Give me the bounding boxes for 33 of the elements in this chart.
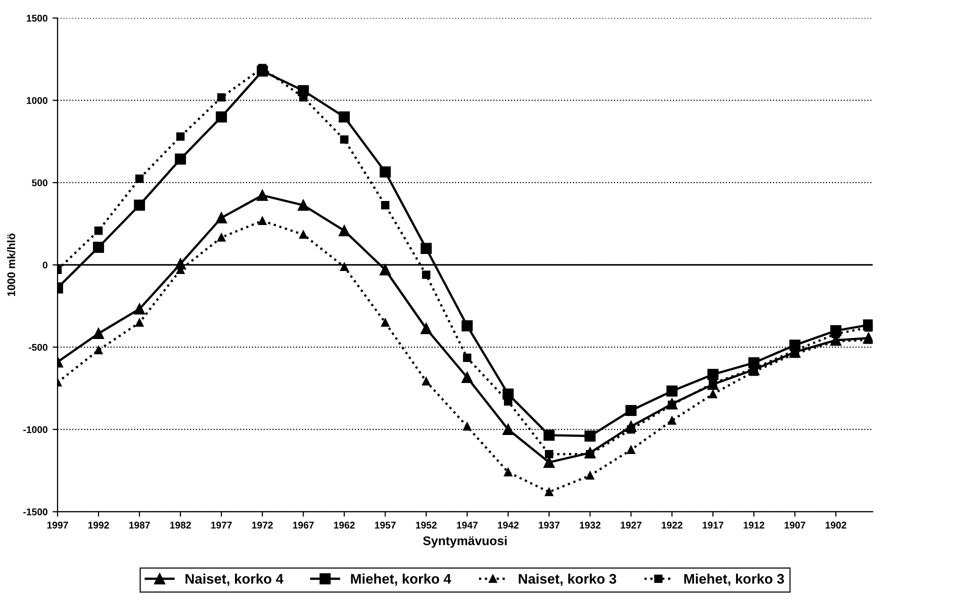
y-tick-label: -1500 <box>23 508 48 516</box>
legend-label: Naiset, korko 3 <box>518 574 616 586</box>
y-tick-label: 1000 <box>26 97 48 104</box>
x-tick-label: 1937 <box>538 522 560 529</box>
y-axis-title: 1000 mk/hlö <box>7 234 16 296</box>
x-tick-label: 1952 <box>416 522 437 529</box>
x-tick-label: 1932 <box>580 522 600 529</box>
x-tick-label: 1907 <box>784 522 806 529</box>
legend-label: Miehet, korko 4 <box>351 574 452 586</box>
x-tick-label: 1982 <box>170 522 191 529</box>
x-tick-label: 1922 <box>662 522 682 529</box>
x-tick-label: 1927 <box>620 522 642 529</box>
legend-label: Naiset, korko 4 <box>186 574 284 586</box>
x-tick-label: 1997 <box>47 522 68 529</box>
x-tick-label: 1917 <box>702 522 724 529</box>
x-tick-label: 1957 <box>375 522 396 529</box>
legend-label: Miehet, korko 3 <box>684 574 784 586</box>
y-tick-label: -1000 <box>23 426 48 434</box>
x-axis-title: Syntymävuosi <box>423 536 507 548</box>
x-tick-label: 1962 <box>334 522 355 529</box>
x-tick-label: 1942 <box>498 522 519 529</box>
y-tick-label: -500 <box>28 344 48 351</box>
x-tick-label: 1992 <box>88 522 109 529</box>
x-tick-label: 1947 <box>456 522 478 529</box>
x-tick-label: 1967 <box>293 522 314 529</box>
x-tick-label: 1977 <box>211 522 232 529</box>
x-tick-label: 1912 <box>744 522 764 529</box>
y-tick-label: 500 <box>32 179 48 186</box>
y-tick-label: 0 <box>42 262 48 268</box>
x-tick-label: 1987 <box>129 522 150 529</box>
y-tick-label: 1500 <box>26 14 48 22</box>
x-tick-label: 1902 <box>826 522 846 529</box>
x-tick-label: 1972 <box>252 522 273 529</box>
